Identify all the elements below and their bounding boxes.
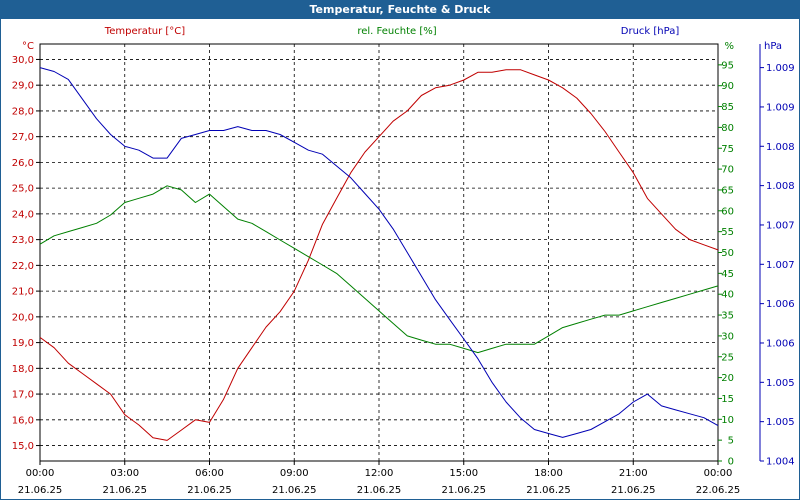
x-tick-date: 21.06.25 bbox=[526, 485, 571, 496]
temperature-tick-label: 15,0 bbox=[12, 441, 34, 452]
temperature-series-line bbox=[39, 69, 719, 441]
humidity-tick-label: 40 bbox=[721, 290, 734, 301]
window-title: Temperatur, Feuchte & Druck bbox=[1, 1, 799, 19]
ticks: 30,0 29,0 28,0 27,0 26,0 25,0 24,0 23,0 22,0 21,0… bbox=[12, 44, 795, 496]
humidity-axis-title: rel. Feuchte [%] bbox=[357, 26, 436, 37]
pressure-tick-label: 1.004 bbox=[766, 457, 795, 468]
pressure-tick-label: 1.009 bbox=[766, 63, 795, 74]
pressure-axis-title: Druck [hPa] bbox=[621, 26, 680, 37]
humidity-tick-label: 65 bbox=[721, 185, 734, 196]
temperature-tick-label: 21,0 bbox=[12, 287, 34, 298]
pressure-tick-label: 1.005 bbox=[766, 378, 795, 389]
x-tick-date: 21.06.25 bbox=[102, 485, 147, 496]
humidity-tick-label: 95 bbox=[721, 60, 734, 71]
temperature-tick-label: 29,0 bbox=[12, 81, 34, 92]
humidity-tick-label: 30 bbox=[721, 331, 734, 342]
humidity-tick-label: 25 bbox=[721, 352, 734, 363]
x-tick-date: 21.06.25 bbox=[441, 485, 486, 496]
x-tick-date: 21.06.25 bbox=[272, 485, 317, 496]
pressure-tick-label: 1.006 bbox=[766, 299, 795, 310]
humidity-series-line bbox=[39, 185, 719, 354]
humidity-tick-label: 60 bbox=[721, 206, 734, 217]
temperature-tick-label: 28,0 bbox=[12, 106, 34, 117]
pressure-tick-label: 1.007 bbox=[766, 260, 795, 271]
temperature-tick-label: 23,0 bbox=[12, 235, 34, 246]
temperature-tick-label: 16,0 bbox=[12, 415, 34, 426]
pressure-tick-label: 1.007 bbox=[766, 220, 795, 231]
x-tick-time: 09:00 bbox=[280, 468, 309, 479]
pressure-tick-label: 1.008 bbox=[766, 181, 795, 192]
pressure-tick-label: 1.006 bbox=[766, 338, 795, 349]
x-tick-date: 21.06.25 bbox=[611, 485, 656, 496]
x-tick-time: 06:00 bbox=[195, 468, 224, 479]
x-tick-time: 00:00 bbox=[704, 468, 733, 479]
pressure-series-line bbox=[39, 67, 719, 438]
axes-labels: °C Temperatur [°C] rel. Feuchte [%] Druc… bbox=[22, 26, 782, 52]
humidity-tick-label: 20 bbox=[721, 373, 734, 384]
humidity-tick-label: 90 bbox=[721, 81, 734, 92]
humidity-tick-label: 35 bbox=[721, 311, 734, 322]
humidity-unit-label: % bbox=[724, 41, 734, 52]
x-tick-time: 12:00 bbox=[365, 468, 394, 479]
temperature-tick-label: 27,0 bbox=[12, 132, 34, 143]
humidity-tick-label: 45 bbox=[721, 269, 734, 280]
temperature-tick-label: 18,0 bbox=[12, 364, 34, 375]
pressure-unit-label: hPa bbox=[764, 41, 782, 52]
x-tick-time: 18:00 bbox=[534, 468, 563, 479]
x-tick-date: 21.06.25 bbox=[18, 485, 63, 496]
temperature-tick-label: 26,0 bbox=[12, 158, 34, 169]
humidity-tick-label: 50 bbox=[721, 248, 734, 259]
temperature-tick-label: 19,0 bbox=[12, 338, 34, 349]
temperature-unit-label: °C bbox=[22, 41, 34, 52]
temperature-tick-label: 30,0 bbox=[12, 55, 34, 66]
humidity-tick-label: 10 bbox=[721, 415, 734, 426]
temperature-tick-label: 20,0 bbox=[12, 312, 34, 323]
pressure-tick-label: 1.005 bbox=[766, 417, 795, 428]
pressure-tick-label: 1.008 bbox=[766, 142, 795, 153]
temperature-tick-label: 24,0 bbox=[12, 209, 34, 220]
temperature-tick-label: 25,0 bbox=[12, 184, 34, 195]
x-tick-time: 15:00 bbox=[449, 468, 478, 479]
pressure-tick-label: 1.009 bbox=[766, 102, 795, 113]
humidity-tick-label: 75 bbox=[721, 144, 734, 155]
grid bbox=[39, 43, 719, 462]
humidity-tick-label: 70 bbox=[721, 165, 734, 176]
temperature-tick-label: 17,0 bbox=[12, 390, 34, 401]
humidity-tick-label: 55 bbox=[721, 227, 734, 238]
x-tick-time: 03:00 bbox=[110, 468, 139, 479]
x-tick-date: 21.06.25 bbox=[357, 485, 402, 496]
x-tick-date: 21.06.25 bbox=[187, 485, 232, 496]
series bbox=[39, 67, 719, 441]
humidity-tick-label: 0 bbox=[728, 457, 734, 468]
humidity-tick-label: 15 bbox=[721, 394, 734, 405]
humidity-tick-label: 5 bbox=[728, 436, 734, 447]
x-tick-time: 00:00 bbox=[26, 468, 55, 479]
humidity-tick-label: 85 bbox=[721, 102, 734, 113]
humidity-tick-label: 80 bbox=[721, 123, 734, 134]
temperature-tick-label: 22,0 bbox=[12, 261, 34, 272]
temperature-axis-title: Temperatur [°C] bbox=[104, 26, 185, 37]
x-tick-time: 21:00 bbox=[619, 468, 648, 479]
x-tick-date: 22.06.25 bbox=[696, 485, 741, 496]
